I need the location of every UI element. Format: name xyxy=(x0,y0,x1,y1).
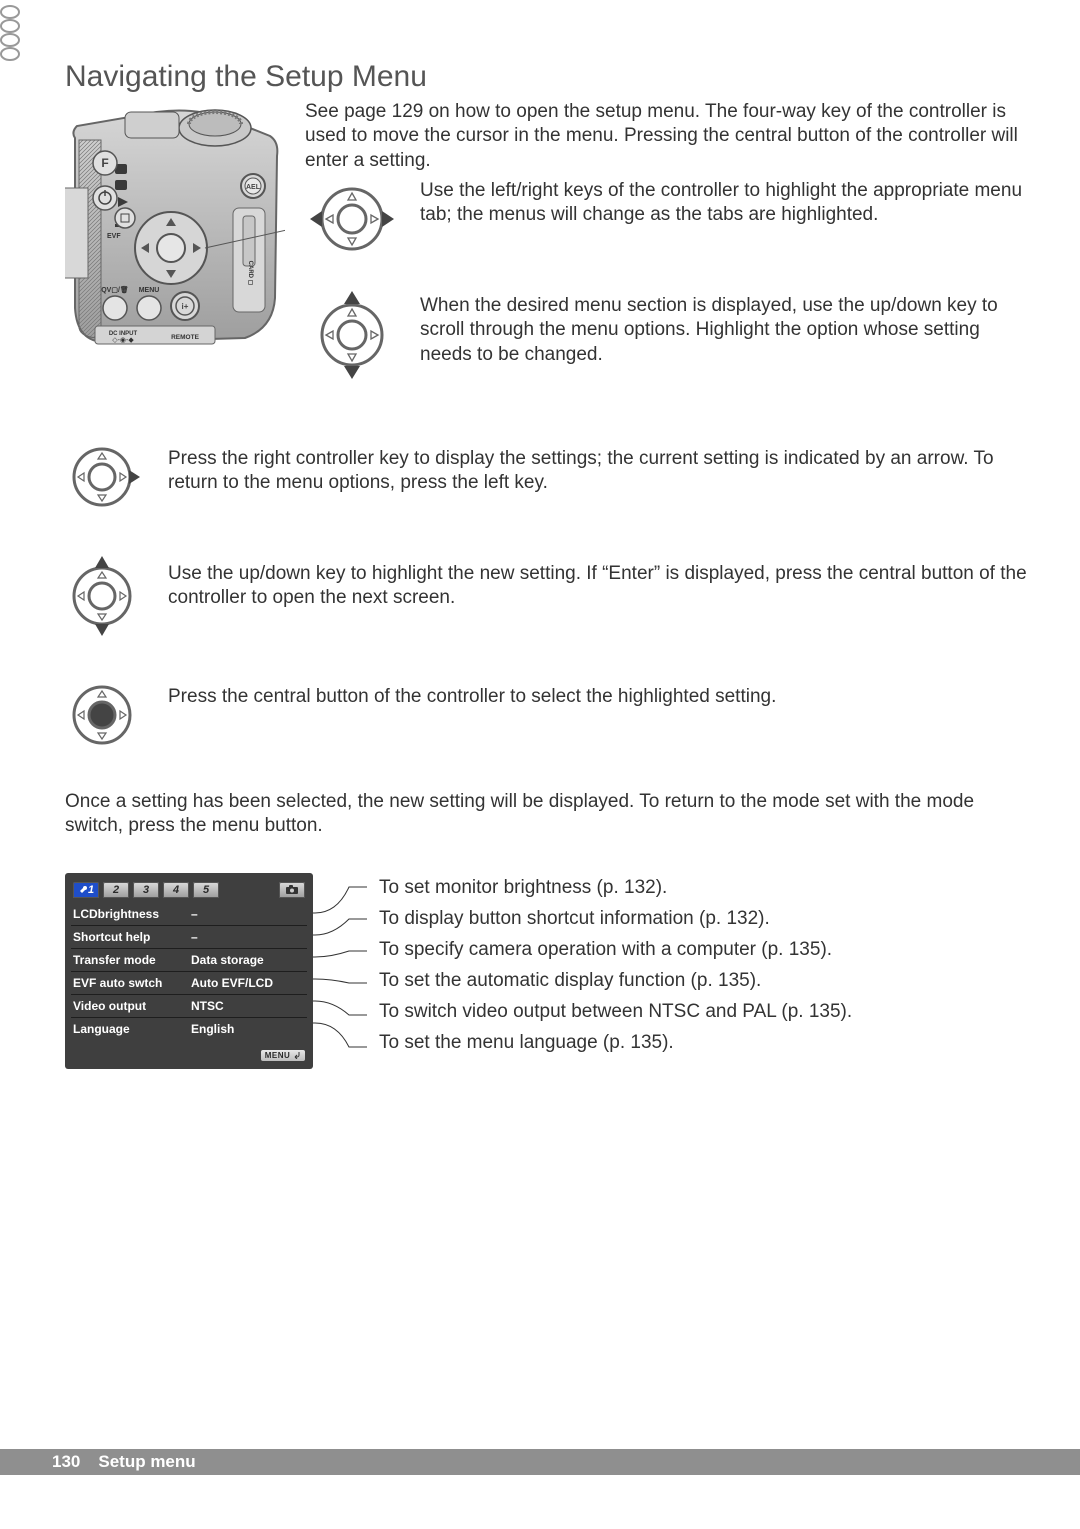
callout-text: To display button shortcut information (… xyxy=(379,908,770,930)
menu-item-value: – xyxy=(191,930,305,944)
menu-tab-1-label: 1 xyxy=(88,884,94,896)
controller-right-icon xyxy=(65,437,140,522)
menu-tab-1[interactable]: 1 xyxy=(73,882,99,898)
step-row-right: Press the right controller key to displa… xyxy=(65,437,1030,522)
step-updown-text: Use the up/down key to highlight the new… xyxy=(168,552,1030,645)
step-row-updown: Use the up/down key to highlight the new… xyxy=(65,552,1030,645)
menu-item-label: Transfer mode xyxy=(73,953,191,967)
menu-item-value: Auto EVF/LCD xyxy=(191,976,305,990)
menu-item-label: Video output xyxy=(73,999,191,1013)
ud-step-text: When the desired menu section is display… xyxy=(420,290,1030,385)
menu-tab-camera[interactable] xyxy=(279,882,305,898)
page-footer: 130 Setup menu xyxy=(0,1449,1080,1475)
svg-text:EVF: EVF xyxy=(107,233,121,240)
ud-step-row: When the desired menu section is display… xyxy=(305,290,1030,385)
intro-row: AEL xyxy=(65,98,1030,413)
menu-block: 1 2 3 4 5 LCDbrightness – xyxy=(65,873,1030,1069)
menu-tab-4[interactable]: 4 xyxy=(163,882,189,898)
menu-footer-badge-text: MENU xyxy=(265,1051,291,1060)
step-row-center: Press the central button of the controll… xyxy=(65,675,1030,760)
controller-ud-icon xyxy=(305,290,400,385)
page: Navigating the Setup Menu xyxy=(0,0,1080,1529)
menu-footer-badge: MENU xyxy=(261,1050,305,1061)
callout-line: To specify camera operation with a compu… xyxy=(379,935,1030,966)
callout-line: To set the automatic display function (p… xyxy=(379,966,1030,997)
conclusion-text: Once a setting has been selected, the ne… xyxy=(65,790,995,839)
menu-tab-2[interactable]: 2 xyxy=(103,882,129,898)
menu-item[interactable]: LCDbrightness – xyxy=(71,903,307,926)
menu-item-value: English xyxy=(191,1022,305,1036)
page-number: 130 xyxy=(52,1452,80,1472)
menu-tab-5[interactable]: 5 xyxy=(193,882,219,898)
callout-text: To switch video output between NTSC and … xyxy=(379,1001,852,1023)
menu-tab-2-label: 2 xyxy=(113,884,119,896)
svg-text:i+: i+ xyxy=(182,302,189,311)
menu-item-value: NTSC xyxy=(191,999,305,1013)
camera-tab-icon xyxy=(285,885,299,895)
callouts: To set monitor brightness (p. 132). To d… xyxy=(335,873,1030,1059)
menu-footer: MENU xyxy=(261,1045,305,1063)
menu-item[interactable]: Transfer mode Data storage xyxy=(71,949,307,972)
page-title: Navigating the Setup Menu xyxy=(65,60,1030,94)
menu-item[interactable]: Shortcut help – xyxy=(71,926,307,949)
menu-item-value: Data storage xyxy=(191,953,305,967)
svg-text:MENU: MENU xyxy=(139,287,160,294)
svg-text:◇-◉-◆: ◇-◉-◆ xyxy=(112,337,134,344)
svg-text:AEL: AEL xyxy=(246,184,261,191)
lr-step-row: Use the left/right keys of the controlle… xyxy=(305,179,1030,264)
controller-center-icon xyxy=(65,675,140,760)
step-center-text: Press the central button of the controll… xyxy=(168,675,1030,760)
step-right-text: Press the right controller key to displa… xyxy=(168,437,1030,522)
wrench-icon xyxy=(78,884,88,894)
svg-text:REMOTE: REMOTE xyxy=(171,334,199,341)
svg-text:F: F xyxy=(101,156,108,170)
menu-items: LCDbrightness – Shortcut help – Transfer… xyxy=(71,903,307,1040)
controller-updown-icon xyxy=(65,552,140,645)
footer-section: Setup menu xyxy=(98,1452,195,1472)
menu-tab-3-label: 3 xyxy=(143,884,149,896)
callout-text: To set monitor brightness (p. 132). xyxy=(379,877,667,899)
intro-stack: See page 129 on how to open the setup me… xyxy=(305,98,1030,413)
menu-item-label: LCDbrightness xyxy=(73,907,191,921)
callout-line: To set monitor brightness (p. 132). xyxy=(379,873,1030,904)
lr-step-text: Use the left/right keys of the controlle… xyxy=(420,179,1030,264)
camera-icon: AEL xyxy=(65,98,285,358)
callout-line: To display button shortcut information (… xyxy=(379,904,1030,935)
menu-item-label: Shortcut help xyxy=(73,930,191,944)
intro-text: See page 129 on how to open the setup me… xyxy=(305,98,1030,173)
controller-lr-icon xyxy=(305,179,400,264)
svg-text:QV▢/🗑: QV▢/🗑 xyxy=(101,285,129,294)
menu-tab-4-label: 4 xyxy=(173,884,179,896)
menu-tab-5-label: 5 xyxy=(203,884,209,896)
svg-text:CARD ▢: CARD ▢ xyxy=(247,261,253,286)
menu-item[interactable]: EVF auto swtch Auto EVF/LCD xyxy=(71,972,307,995)
callout-text: To specify camera operation with a compu… xyxy=(379,939,832,961)
menu-item[interactable]: Video output NTSC xyxy=(71,995,307,1018)
menu-item-label: Language xyxy=(73,1022,191,1036)
callout-line: To set the menu language (p. 135). xyxy=(379,1028,1030,1059)
menu-tab-3[interactable]: 3 xyxy=(133,882,159,898)
menu-item-value: – xyxy=(191,907,305,921)
callout-text: To set the menu language (p. 135). xyxy=(379,1032,674,1054)
setup-menu-panel: 1 2 3 4 5 LCDbrightness – xyxy=(65,873,313,1069)
camera-illustration: AEL xyxy=(65,98,285,358)
callout-line: To switch video output between NTSC and … xyxy=(379,997,1030,1028)
spiral-binding-icon xyxy=(0,0,40,70)
menu-item[interactable]: Language English xyxy=(71,1018,307,1040)
menu-item-label: EVF auto swtch xyxy=(73,976,191,990)
menu-tabs: 1 2 3 4 5 xyxy=(71,881,307,899)
callout-text: To set the automatic display function (p… xyxy=(379,970,761,992)
return-arrow-icon xyxy=(293,1051,301,1059)
